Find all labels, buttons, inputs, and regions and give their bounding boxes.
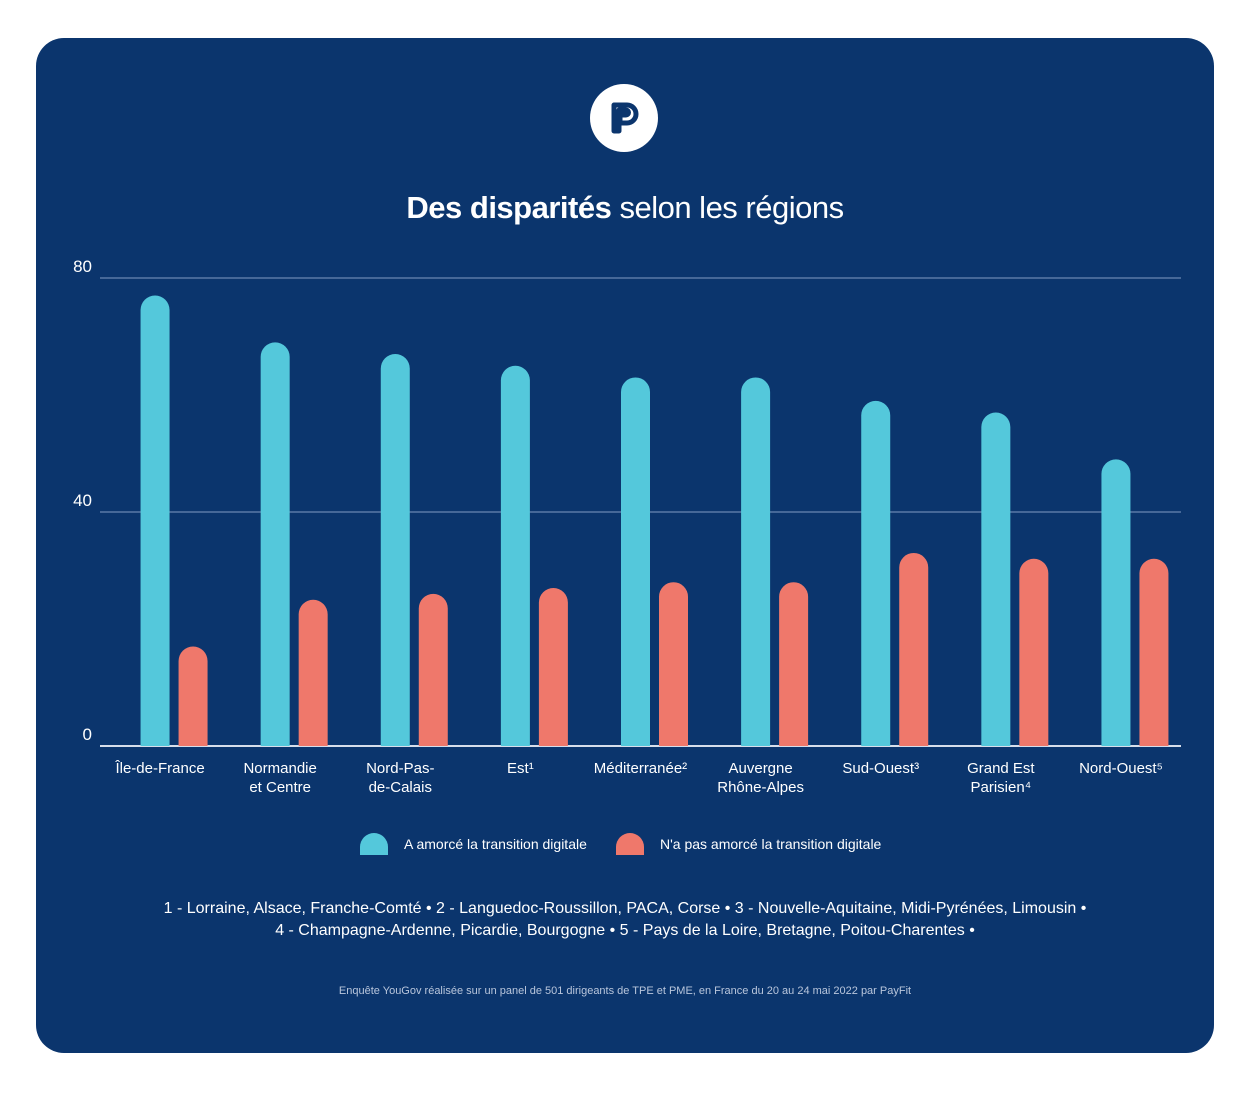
- legend-label-digital: A amorcé la transition digitale: [404, 836, 587, 852]
- x-tick-label-3-line-1: Nord-Pas-: [366, 760, 434, 777]
- x-tick-label-4: Est¹: [507, 760, 534, 777]
- x-tick-label-1: Île-de-France: [114, 760, 204, 777]
- source-note: Enquête YouGov réalisée sur un panel de …: [338, 985, 912, 997]
- x-tick-label-8-line-1: Grand Est: [967, 760, 1035, 777]
- legend-swatch-not-digital: [616, 833, 644, 855]
- bar-digital-9: [1101, 459, 1131, 746]
- bar-digital-1: [140, 295, 170, 746]
- legend-swatch-digital: [360, 833, 388, 855]
- bar-not-digital-8: [1019, 558, 1049, 746]
- chart-title: Des disparités selon les régions: [36, 190, 1214, 226]
- bar-digital-5: [621, 377, 650, 746]
- x-tick-label-6-line-2: Rhône-Alpes: [717, 779, 804, 796]
- region-footnotes: 1 - Lorraine, Alsace, Franche-Comté • 2 …: [36, 898, 1214, 942]
- legend-item-digital: A amorcé la transition digitale: [360, 830, 587, 858]
- bar-not-digital-7: [899, 552, 929, 746]
- bar-digital-4: [500, 365, 530, 746]
- bar-not-digital-5: [659, 582, 688, 746]
- y-tick-label-40: 40: [73, 491, 92, 510]
- x-tick-label-5: Méditerranée²: [594, 760, 687, 777]
- bar-digital-8: [981, 412, 1011, 746]
- bar-not-digital-2: [298, 599, 328, 746]
- bar-not-digital-4: [538, 588, 568, 746]
- bar-digital-6: [741, 377, 771, 746]
- legend-label-not-digital: N'a pas amorcé la transition digitale: [660, 836, 882, 852]
- x-tick-label-2-line-1: Normandie: [243, 760, 316, 777]
- x-tick-label-3-line-2: de-Calais: [369, 779, 432, 796]
- bar-digital-3: [380, 354, 410, 746]
- payfit-logo-icon: [590, 84, 658, 152]
- footnote-line-1: 1 - Lorraine, Alsace, Franche-Comté • 2 …: [163, 900, 1087, 917]
- x-tick-label-9: Nord-Ouest⁵: [1079, 760, 1163, 777]
- x-tick-label-8-line-2: Parisien⁴: [971, 779, 1032, 796]
- bar-digital-2: [260, 342, 290, 746]
- legend-item-not-digital: N'a pas amorcé la transition digitale: [616, 830, 881, 858]
- bar-not-digital-3: [418, 593, 448, 746]
- footnote-line-2: 4 - Champagne-Ardenne, Picardie, Bourgog…: [275, 922, 975, 939]
- y-tick-label-0: 0: [83, 725, 92, 744]
- bar-digital-7: [861, 400, 891, 746]
- chart-title-rest: selon les régions: [611, 190, 844, 225]
- bar-not-digital-9: [1139, 558, 1169, 746]
- bar-chart: 0 40 80 Île-de-France Normandie et Centre Nord…: [73, 257, 1181, 796]
- bar-not-digital-1: [178, 646, 208, 746]
- x-tick-label-2-line-2: et Centre: [249, 779, 311, 796]
- chart-title-bold: Des disparités: [406, 190, 612, 225]
- chart-legend: A amorcé la transition digitale N'a pas …: [36, 830, 1214, 858]
- y-tick-label-80: 80: [73, 257, 92, 276]
- bar-not-digital-6: [779, 582, 809, 746]
- x-tick-label-7: Sud-Ouest³: [842, 760, 919, 777]
- infographic-card: Des disparités selon les régions 0 40 80 Îl…: [36, 38, 1214, 1053]
- x-tick-label-6-line-1: Auvergne: [729, 760, 793, 777]
